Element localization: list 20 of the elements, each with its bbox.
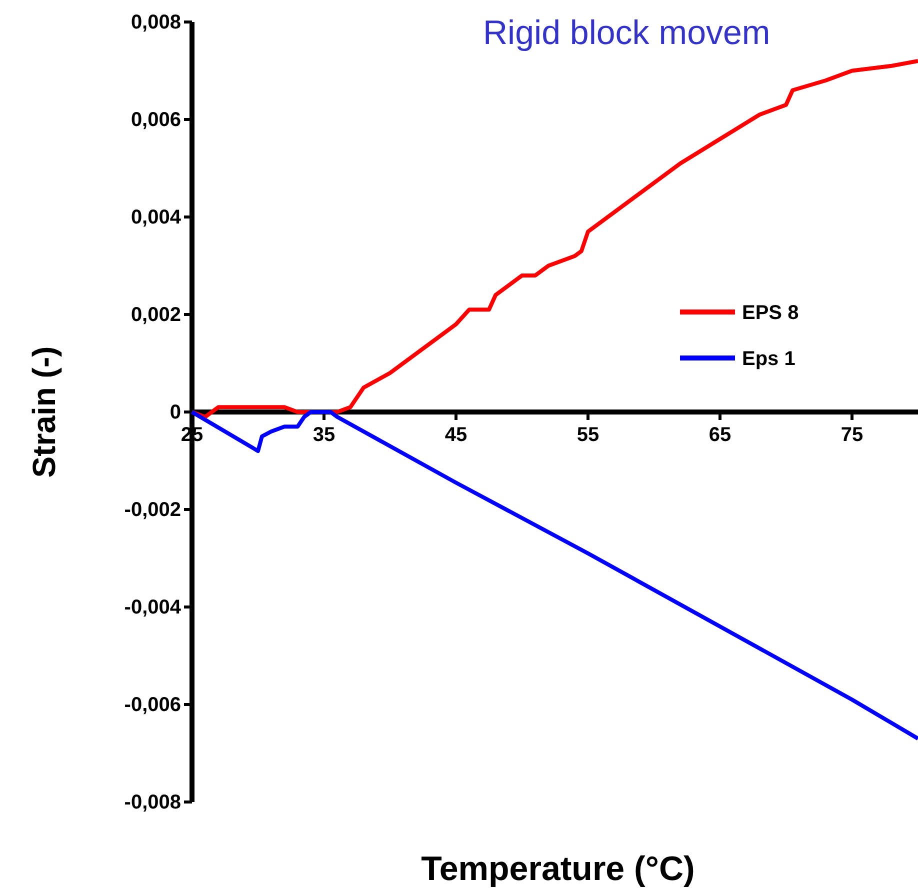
x-tick-label: 45 xyxy=(444,424,468,446)
x-tick-label: 35 xyxy=(312,424,336,446)
y-axis-title: Strain (-) xyxy=(26,346,62,478)
y-tick-label: -0,006 xyxy=(124,694,181,716)
y-tick-label: 0,004 xyxy=(130,206,182,228)
line-series xyxy=(190,59,918,419)
x-tick-label: 55 xyxy=(576,424,600,446)
y-tick-label: -0,008 xyxy=(124,791,181,814)
legend-label: Eps 1 xyxy=(742,348,796,370)
legend-label: EPS 8 xyxy=(742,302,799,324)
y-tick-label: 0 xyxy=(170,401,181,424)
x-tick-label: 75 xyxy=(840,424,864,446)
chart-title: Rigid block movem xyxy=(483,14,770,52)
x-axis-title: Temperature (°C) xyxy=(421,850,695,888)
y-tick-label: 0,006 xyxy=(130,108,181,131)
y-tick-label: -0,004 xyxy=(124,596,182,618)
y-tick-label: -0,002 xyxy=(124,498,181,521)
y-tick-label: 0,008 xyxy=(130,11,181,34)
y-tick-label: 0,002 xyxy=(130,304,181,326)
x-tick-label: 65 xyxy=(708,424,732,446)
